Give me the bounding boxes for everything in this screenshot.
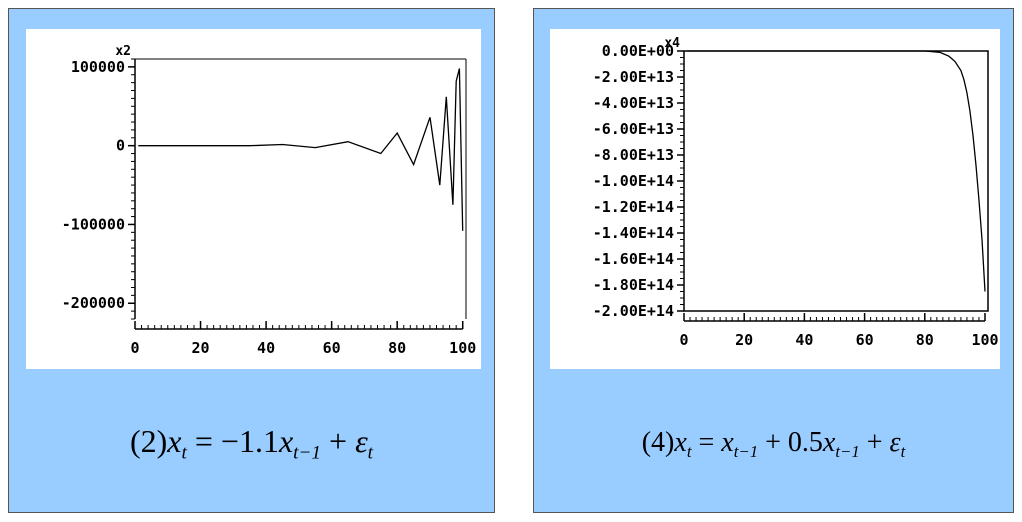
y-tick-label: -1.60E+14 xyxy=(593,250,674,268)
y-tick-label: -1.20E+14 xyxy=(593,198,674,216)
formula-plus-coef: + 0.5 xyxy=(765,427,823,458)
y-tick-label: -2.00E+14 xyxy=(593,302,674,320)
formula-plus: + xyxy=(329,423,348,459)
x-tick-label: 20 xyxy=(735,331,753,349)
y-tick-label: -1.40E+14 xyxy=(593,224,674,242)
x-tick-label: 60 xyxy=(856,331,874,349)
formula-lhs-sub: t xyxy=(686,441,692,461)
formula-right: (4)xt = xt−1 + 0.5xt−1 + εt xyxy=(534,427,1013,462)
x-tick-label: 100 xyxy=(449,339,476,357)
y-tick-label: -6.00E+13 xyxy=(593,120,674,138)
formula-prefix: (4) xyxy=(641,427,675,458)
formula-plus: + xyxy=(866,427,883,458)
y-tick-label: -1.00E+14 xyxy=(593,172,674,190)
chart-panel-left: x2 100000 0 -100000 -200000 0 20 40 60 80 100 (2)x… xyxy=(8,8,495,513)
x-tick-label: 60 xyxy=(323,339,341,357)
formula-lhs: x xyxy=(674,427,687,458)
formula-eps-sub: t xyxy=(900,441,906,461)
y-tick-label: 100000 xyxy=(71,58,125,76)
x-tick-label: 0 xyxy=(679,331,688,349)
x-tick-label: 0 xyxy=(130,339,139,357)
y-tick-label: -8.00E+13 xyxy=(593,146,674,164)
x-tick-label: 80 xyxy=(388,339,406,357)
series-line xyxy=(687,50,986,292)
formula-eq: = xyxy=(698,427,715,458)
formula-eps-sub: t xyxy=(367,442,374,464)
y-tick-label: -200000 xyxy=(62,294,125,312)
formula-lhs-sub: t xyxy=(181,442,187,464)
formula-term1: x xyxy=(721,427,734,458)
y-axis-multiplier: x2 xyxy=(115,44,131,59)
formula-term2: x xyxy=(822,427,836,458)
formula-eq: = −1.1 xyxy=(194,423,279,459)
x-tick-label: 40 xyxy=(795,331,813,349)
formula-left: (2)xt = −1.1xt−1 + εt xyxy=(9,423,494,465)
y-tick-label: 0.00E+00 xyxy=(602,42,674,60)
formula-prefix: (2) xyxy=(129,423,168,459)
y-tick-label: -100000 xyxy=(62,215,125,233)
y-tick-label: -4.00E+13 xyxy=(593,94,674,112)
x-tick-label: 20 xyxy=(192,339,210,357)
formula-term1-sub: t−1 xyxy=(733,441,759,461)
formula-term1-sub: t−1 xyxy=(293,442,322,464)
plot-area-right: x4 0.00E+00 -2.00E+13 -4.00E+13 -6.00E+13 -8.… xyxy=(550,29,1000,369)
formula-eps: ε xyxy=(889,427,901,458)
x-tick-label: 100 xyxy=(971,331,998,349)
formula-term2-sub: t−1 xyxy=(835,441,860,461)
plot-area-left: x2 100000 0 -100000 -200000 0 20 40 60 80 100 xyxy=(26,29,481,369)
formula-eps: ε xyxy=(355,423,368,459)
formula-term1: x xyxy=(278,423,294,459)
y-tick-label: -1.80E+14 xyxy=(593,276,674,294)
chart-panel-right: x4 0.00E+00 -2.00E+13 -4.00E+13 -6.00E+13 -8.… xyxy=(533,8,1014,513)
x-tick-label: 80 xyxy=(916,331,934,349)
formula-lhs: x xyxy=(167,423,182,459)
x-tick-label: 40 xyxy=(257,339,275,357)
plot-frame xyxy=(683,50,989,312)
series-line xyxy=(138,68,464,231)
y-tick-label: -2.00E+13 xyxy=(593,68,674,86)
line-chart-right: x40.00E+00 -2.00E+13 -4.00E+13 -6.00E+13 -8.… xyxy=(593,36,999,349)
y-axis-multiplier: x4 xyxy=(664,36,680,51)
y-tick-label: 0 xyxy=(116,137,125,155)
